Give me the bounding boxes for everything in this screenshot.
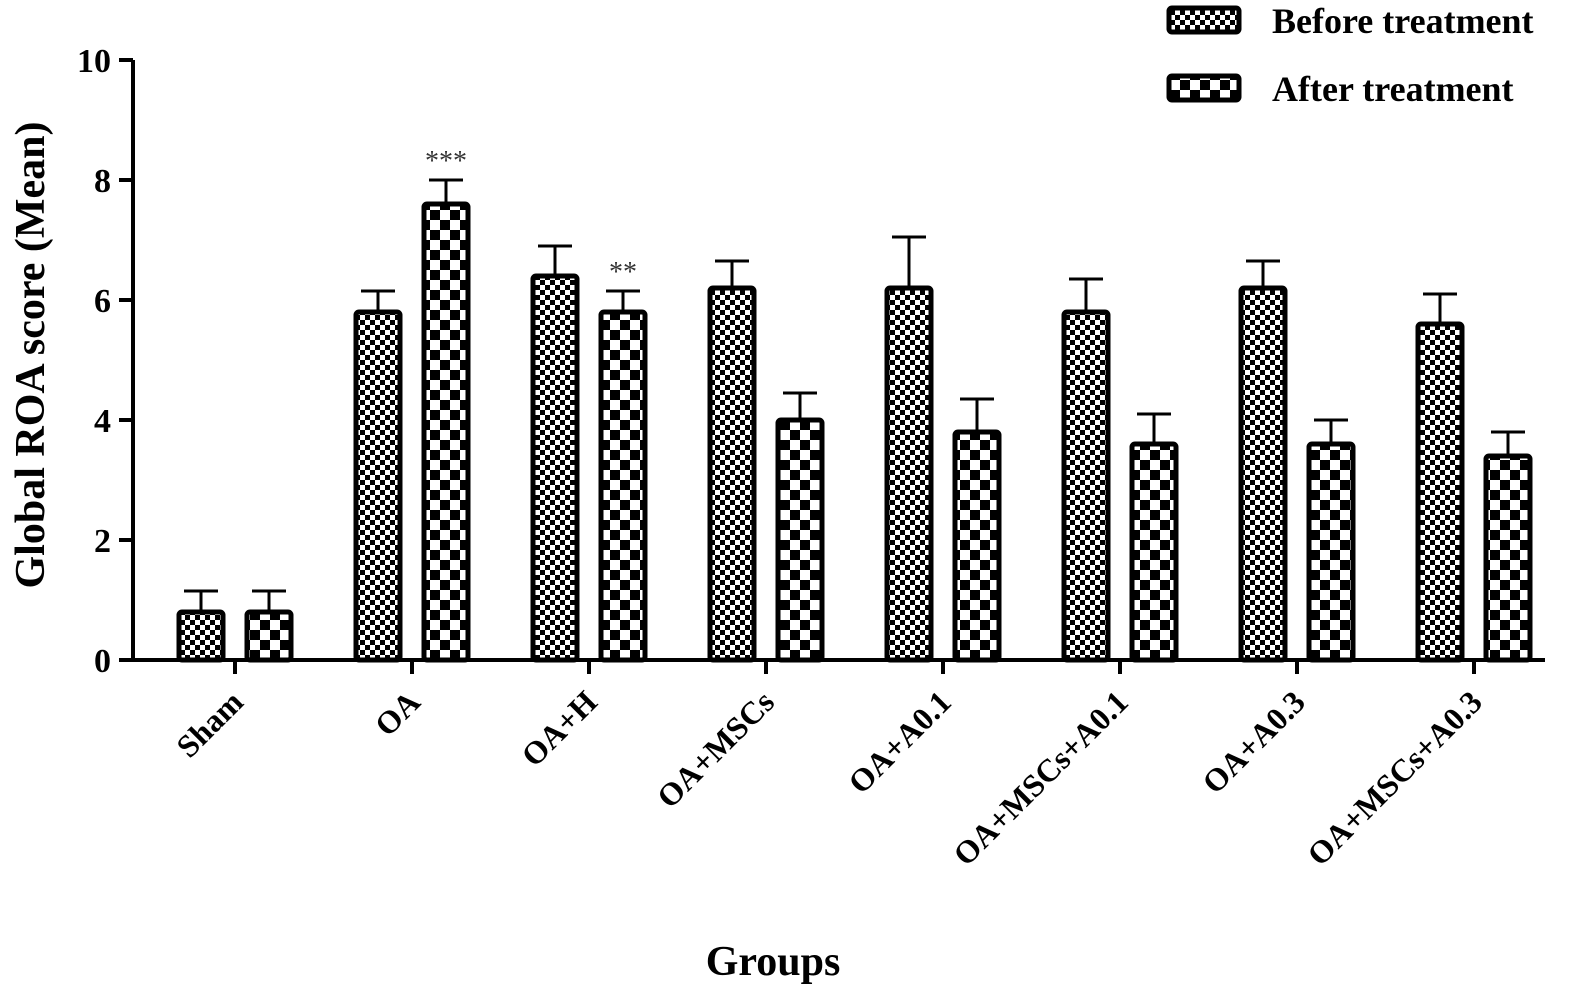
bar-after: [1306, 441, 1356, 663]
y-tick-label: 0: [94, 643, 111, 680]
y-axis-title: Global ROA score (Mean): [8, 121, 54, 588]
legend-swatch-before: [1166, 5, 1242, 35]
x-tick-label: OA+A0.3: [1195, 683, 1312, 800]
bar-after: [1483, 453, 1533, 663]
x-tick-label: Sham: [169, 683, 250, 764]
bar-after: [952, 429, 1002, 663]
bar-after: [421, 201, 471, 663]
x-tick-label: OA: [368, 683, 427, 742]
bar-before: [1061, 309, 1111, 663]
bar-before: [884, 285, 934, 663]
x-axis-title: Groups: [706, 939, 841, 985]
x-tick-label: OA+MSCs: [650, 683, 781, 814]
bar-after: [775, 417, 825, 663]
bar-after: [244, 609, 294, 663]
bar-before: [1415, 321, 1465, 663]
bar-after: [1129, 441, 1179, 663]
significance-label: **: [609, 257, 637, 288]
legend-label-after: After treatment: [1272, 69, 1514, 109]
legend-label-before: Before treatment: [1272, 1, 1534, 41]
bar-before: [530, 273, 580, 663]
y-tick-label: 6: [94, 283, 111, 320]
bar-before: [176, 609, 226, 663]
bar-before: [707, 285, 757, 663]
x-tick-label: OA+H: [514, 683, 604, 773]
y-tick-label: 8: [94, 163, 111, 200]
significance-label: ***: [425, 146, 467, 177]
x-tick-label: OA+A0.1: [841, 683, 958, 800]
legend: Before treatment After treatment: [1166, 1, 1534, 109]
y-tick-label: 2: [94, 523, 111, 560]
bar-after: [598, 309, 648, 663]
y-tick-label: 10: [77, 43, 111, 80]
bar-before: [353, 309, 403, 663]
x-tick-label: OA+MSCs+A0.1: [946, 683, 1135, 872]
y-tick-label: 4: [94, 403, 111, 440]
legend-swatch-after: [1166, 73, 1242, 103]
bar-before: [1238, 285, 1288, 663]
x-tick-label: OA+MSCs+A0.3: [1300, 683, 1489, 872]
